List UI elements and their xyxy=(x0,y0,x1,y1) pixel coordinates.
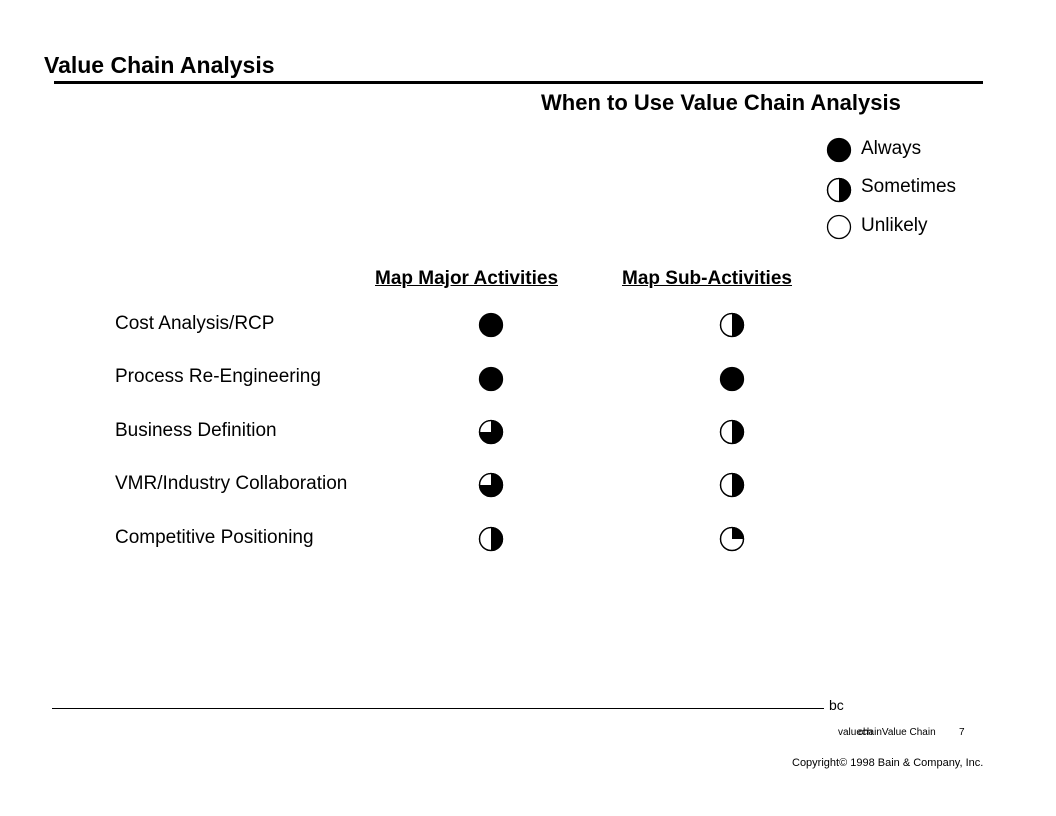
footer-code: bc xyxy=(829,697,844,713)
footer-file-ref: valuech xyxy=(838,727,873,738)
row-label-business-definition: Business Definition xyxy=(115,420,277,441)
rating-business-definition-sub-icon xyxy=(719,419,745,445)
legend-sometimes-icon xyxy=(826,177,852,203)
rating-competitive-positioning-major-icon xyxy=(478,526,504,552)
footer-page-number: 7 xyxy=(959,727,965,738)
column-header-sub-activities: Map Sub-Activities xyxy=(622,268,792,289)
rating-process-reengineering-sub-icon xyxy=(719,366,745,392)
row-label-process-reengineering: Process Re-Engineering xyxy=(115,366,321,387)
legend-unlikely-label: Unlikely xyxy=(861,215,928,236)
footer-section-ref: chainValue Chain xyxy=(858,727,936,738)
row-label-cost-analysis: Cost Analysis/RCP xyxy=(115,313,275,334)
rating-business-definition-major-icon xyxy=(478,419,504,445)
legend-unlikely-icon xyxy=(826,214,852,240)
legend-always-label: Always xyxy=(861,138,922,159)
rating-cost-analysis-sub-icon xyxy=(719,312,745,338)
row-label-vmr-industry-collaboration: VMR/Industry Collaboration xyxy=(115,473,348,494)
page-title: Value Chain Analysis xyxy=(44,52,275,78)
slide-subtitle: When to Use Value Chain Analysis xyxy=(541,90,901,115)
footer-divider xyxy=(52,708,824,709)
legend-sometimes-label: Sometimes xyxy=(861,176,957,197)
column-header-major-activities: Map Major Activities xyxy=(375,268,559,289)
rating-vmr-industry-collaboration-sub-icon xyxy=(719,472,745,498)
title-divider xyxy=(54,81,983,84)
rating-competitive-positioning-sub-icon xyxy=(719,526,745,552)
copyright-notice: Copyright© 1998 Bain & Company, Inc. xyxy=(792,757,984,769)
rating-vmr-industry-collaboration-major-icon xyxy=(478,472,504,498)
rating-cost-analysis-major-icon xyxy=(478,312,504,338)
legend-always-icon xyxy=(826,137,852,163)
row-label-competitive-positioning: Competitive Positioning xyxy=(115,527,314,548)
rating-process-reengineering-major-icon xyxy=(478,366,504,392)
